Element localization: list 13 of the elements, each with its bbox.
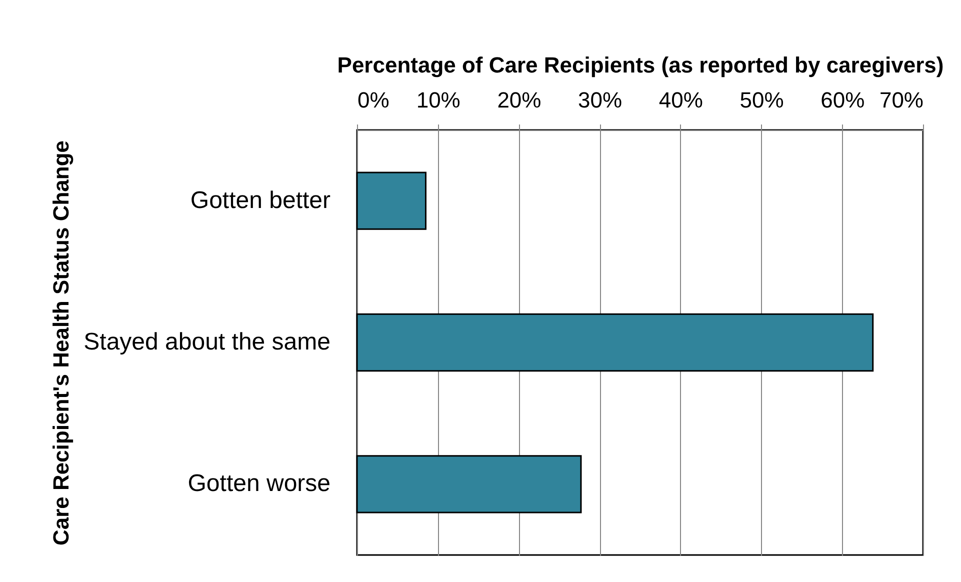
x-tick-label: 70% [879,88,924,112]
x-tick-label: 50% [740,88,784,112]
x-tick-label: 0% [358,88,390,112]
x-tick-label: 30% [578,88,622,112]
y-tick-label: Gotten worse [188,470,330,498]
x-tick-label: 40% [658,88,703,112]
x-tick-label: 10% [416,88,460,112]
x-tick-label: 20% [497,88,542,112]
x-tick-label: 60% [820,88,865,112]
y-tick-label: Stayed about the same [84,328,330,356]
y-tick-label: Gotten better [190,186,330,214]
y-axis-title: Care Recipient's Health Status Change [48,140,74,546]
x-axis-title: Percentage of Care Recipients (as reported by caregivers) [337,52,944,78]
